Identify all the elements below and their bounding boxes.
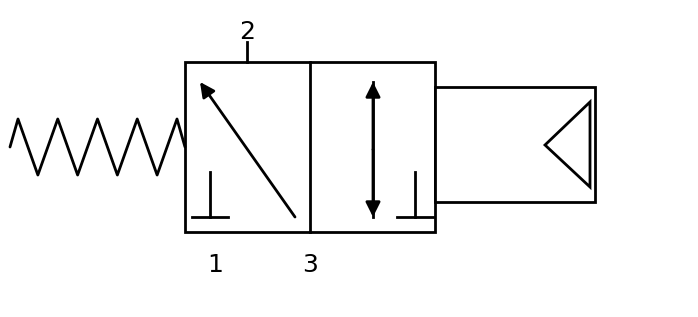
Polygon shape bbox=[545, 102, 590, 187]
Text: 2: 2 bbox=[239, 20, 255, 44]
Bar bbox=[185, 62, 435, 232]
Bar bbox=[435, 87, 595, 202]
Text: 3: 3 bbox=[302, 253, 318, 277]
Text: 1: 1 bbox=[207, 253, 223, 277]
